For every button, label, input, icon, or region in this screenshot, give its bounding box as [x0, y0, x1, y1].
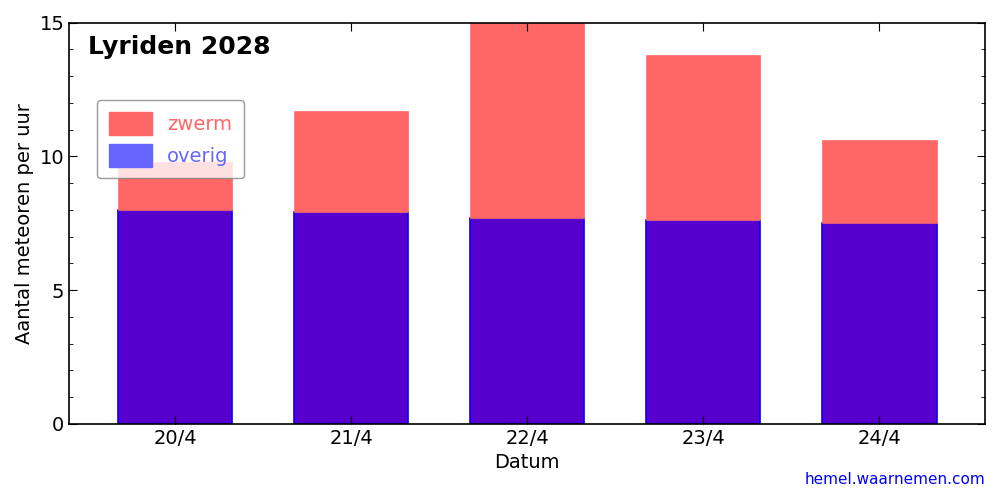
- Bar: [118, 210, 232, 424]
- Bar: [646, 54, 760, 220]
- Bar: [294, 212, 408, 424]
- Bar: [294, 111, 408, 212]
- Bar: [470, 218, 584, 424]
- X-axis label: Datum: Datum: [494, 453, 560, 472]
- Bar: [470, 22, 584, 218]
- Bar: [822, 140, 937, 223]
- Bar: [118, 162, 232, 210]
- Text: hemel.waarnemen.com: hemel.waarnemen.com: [804, 472, 985, 487]
- Legend: zwerm, overig: zwerm, overig: [97, 100, 244, 178]
- Text: Lyriden 2028: Lyriden 2028: [88, 34, 270, 58]
- Bar: [822, 223, 937, 424]
- Y-axis label: Aantal meteoren per uur: Aantal meteoren per uur: [15, 102, 34, 344]
- Bar: [646, 220, 760, 424]
